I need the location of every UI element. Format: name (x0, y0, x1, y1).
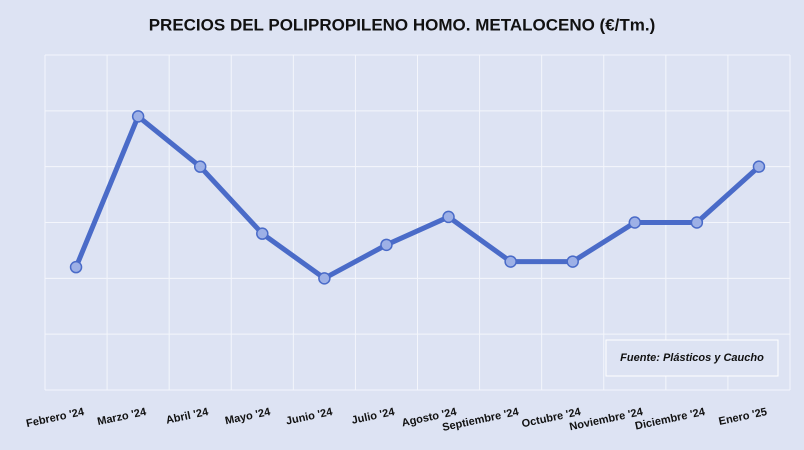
point (69, 260, 83, 274)
chart-title: PRECIOS DEL POLIPROPILENO HOMO. METALOCE… (149, 15, 656, 34)
point (752, 160, 766, 173)
point (504, 255, 517, 268)
point (442, 210, 455, 224)
point (256, 227, 269, 240)
point (628, 216, 642, 229)
point (380, 238, 393, 252)
point (193, 160, 207, 173)
point (318, 272, 331, 285)
point (566, 255, 579, 268)
source-note: Fuente: Plásticos y Caucho (620, 352, 764, 364)
line-series (73, 113, 761, 281)
point (690, 216, 704, 229)
source-box (605, 339, 779, 377)
point (131, 110, 145, 123)
